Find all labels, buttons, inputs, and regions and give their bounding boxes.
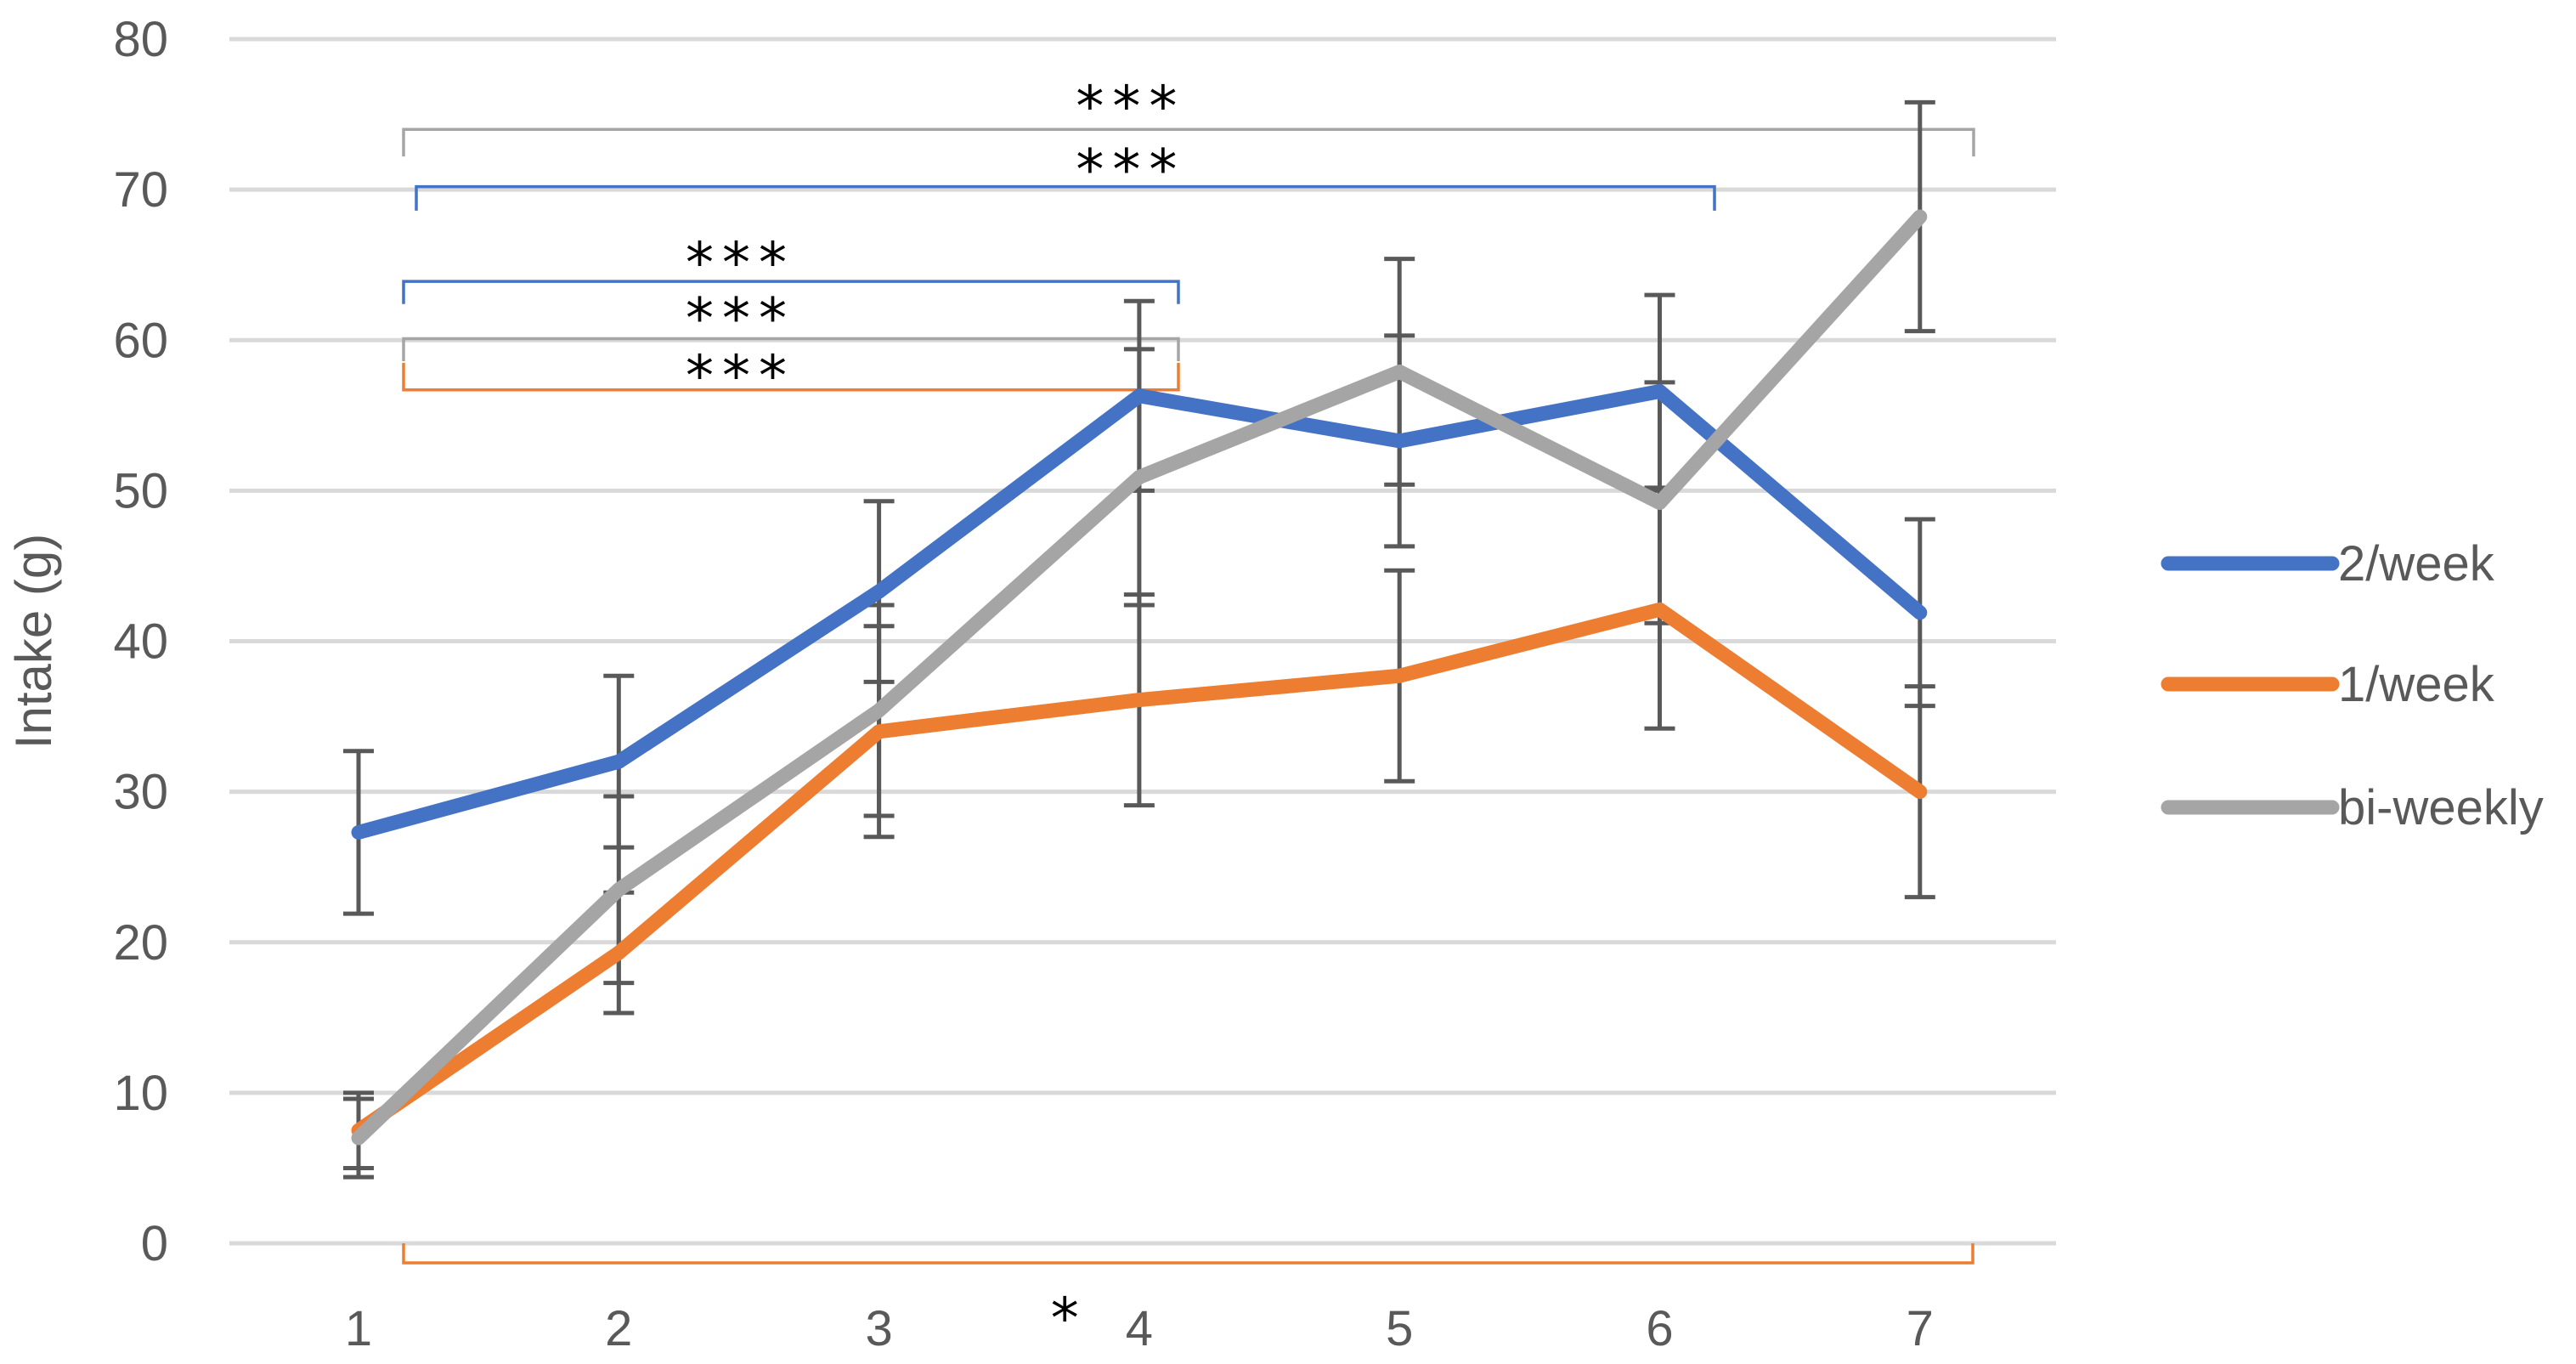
y-tick-label: 10 (113, 1066, 168, 1121)
series-line-bi-weekly (351, 209, 1928, 1146)
y-tick-label: 80 (113, 12, 168, 67)
data-point (878, 591, 880, 592)
data-point (618, 889, 619, 891)
significance-label: *** (1076, 74, 1185, 139)
data-point (358, 1137, 359, 1139)
significance-label: *** (686, 286, 795, 352)
significance-label: * (1051, 1286, 1087, 1351)
x-tick-label: 3 (865, 1301, 892, 1356)
data-point (1138, 699, 1140, 701)
y-tick-label: 0 (141, 1216, 168, 1271)
y-tick-label: 60 (113, 313, 168, 368)
data-point (1919, 791, 1921, 793)
y-tick-label: 70 (113, 162, 168, 218)
data-point (1138, 476, 1140, 478)
x-tick-label: 5 (1386, 1301, 1413, 1356)
data-point (1919, 612, 1921, 614)
y-axis-ticks: 0 10 20 30 40 50 60 70 80 (113, 12, 168, 1271)
data-point (1138, 395, 1140, 397)
data-point (1659, 502, 1661, 504)
significance-label: *** (686, 343, 795, 409)
significance-bracket (415, 184, 1716, 211)
data-point (618, 952, 619, 954)
significance-bracket (402, 337, 1180, 362)
data-point (1398, 371, 1400, 372)
significance-brackets: **************** (402, 74, 1975, 1351)
y-axis-title: Intake (g) (5, 534, 62, 749)
y-tick-label: 40 (113, 614, 168, 670)
error-bars (343, 99, 1935, 1180)
legend-item: 2/week (2161, 536, 2495, 591)
significance-bracket (402, 362, 1180, 392)
data-point (1398, 675, 1400, 676)
data-point (618, 761, 619, 762)
x-tick-label: 2 (605, 1301, 632, 1356)
data-point (1919, 216, 1921, 218)
data-point (878, 731, 880, 733)
y-tick-label: 30 (113, 765, 168, 820)
y-tick-label: 50 (113, 463, 168, 518)
legend-label: 1/week (2338, 657, 2495, 712)
series-line-2-week (351, 383, 1928, 840)
x-tick-label: 7 (1907, 1301, 1934, 1356)
x-tick-label: 1 (345, 1301, 372, 1356)
gridlines (229, 37, 2056, 1246)
significance-bracket (402, 1243, 1974, 1265)
legend-item: bi-weekly (2161, 780, 2544, 835)
data-point (878, 710, 880, 711)
legend-label: bi-weekly (2338, 780, 2544, 835)
significance-label: *** (686, 230, 795, 296)
series-line-1-week (351, 602, 1928, 1138)
y-tick-label: 20 (113, 915, 168, 971)
x-tick-label: 4 (1126, 1301, 1153, 1356)
significance-label: *** (1076, 137, 1185, 202)
x-tick-label: 6 (1646, 1301, 1673, 1356)
data-point (1659, 390, 1661, 392)
significance-bracket (402, 127, 1975, 157)
legend: 2/week 1/week bi-weekly (2161, 536, 2544, 835)
data-point (1398, 440, 1400, 442)
data-point (1659, 608, 1661, 610)
significance-bracket (402, 280, 1180, 304)
legend-item: 1/week (2161, 657, 2495, 712)
legend-label: 2/week (2338, 536, 2495, 591)
data-point (358, 831, 359, 833)
series-lines (351, 209, 1928, 1146)
x-axis-ticks: 1 2 3 4 5 6 7 (345, 1301, 1934, 1356)
